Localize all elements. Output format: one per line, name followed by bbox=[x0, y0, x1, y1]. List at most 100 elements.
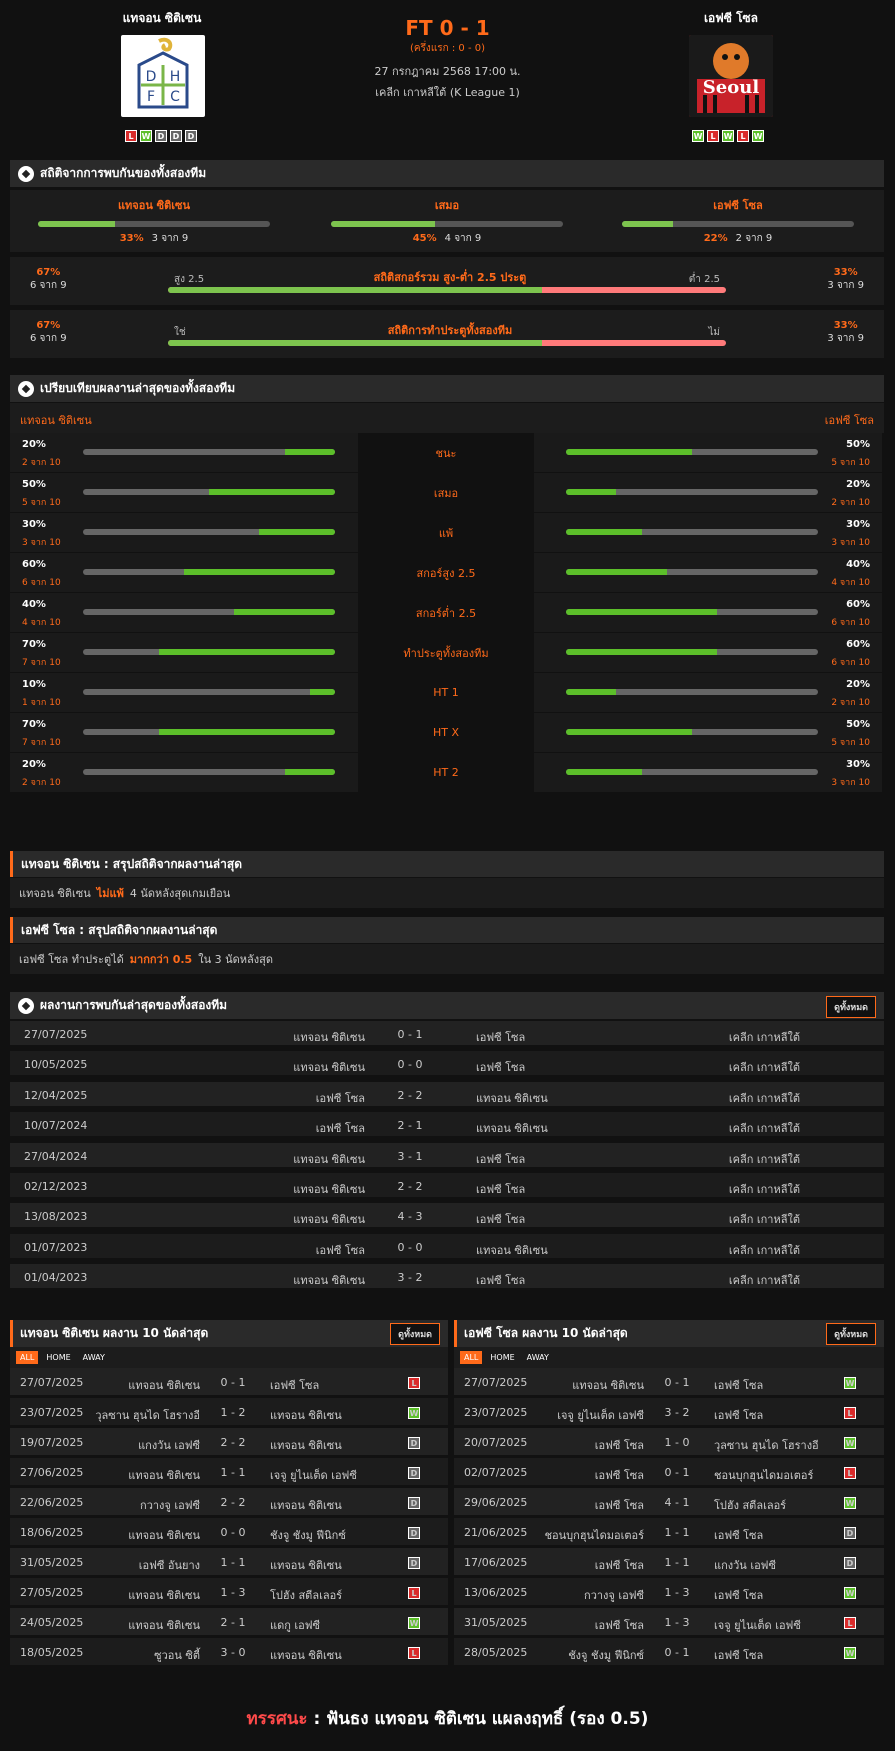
home-team[interactable]: แทจอน ซิติเซน bbox=[293, 1061, 365, 1075]
list-item[interactable]: 27/07/2025 แทจอน ซิติเซน 0 - 1 เอฟซี โซล L bbox=[10, 1368, 448, 1398]
list-item[interactable]: 21/06/2025 ชอนบุกฮุนไดมอเตอร์ 1 - 1 เอฟซี โ… bbox=[454, 1518, 884, 1548]
league-name[interactable]: เคลีก เกาหลีใต้ (K League 1) bbox=[375, 86, 520, 99]
away-team[interactable]: โปฮัง สตีลเลอร์ bbox=[714, 1499, 787, 1512]
list-item[interactable]: 27/07/2025 แทจอน ซิติเซน 0 - 1 เอฟซี โซล W bbox=[454, 1368, 884, 1398]
away-team[interactable]: เจจู ยูไนเต็ด เอฟซี bbox=[270, 1469, 357, 1482]
list-item[interactable]: 31/05/2025 เอฟซี โซล 1 - 3 เจจู ยูไนเต็ด เอ… bbox=[454, 1608, 884, 1638]
home-team[interactable]: กวางจู เอฟซี bbox=[140, 1499, 200, 1512]
home-team[interactable]: เจจู ยูไนเต็ด เอฟซี bbox=[557, 1409, 644, 1422]
home-team[interactable]: แทจอน ซิติเซน bbox=[293, 1183, 365, 1196]
table-row[interactable]: 10/05/2025 แทจอน ซิติเซน 0 - 0 เอฟซี โซล เคล… bbox=[10, 1051, 884, 1079]
home-team[interactable]: แทจอน ซิติเซน bbox=[293, 1152, 365, 1166]
tab-all[interactable]: ALL bbox=[16, 1351, 39, 1364]
away-team[interactable]: เอฟซี โซล bbox=[476, 1152, 526, 1166]
away-team[interactable]: แทจอน ซิติเซน bbox=[476, 1122, 548, 1136]
home-team[interactable]: ซูวอน ซิตี้ bbox=[154, 1649, 200, 1662]
home-team[interactable]: เอฟซี โซล bbox=[594, 1499, 644, 1512]
home-team[interactable]: ชังจู ชังมู ฟีนิกซ์ bbox=[568, 1649, 644, 1662]
list-item[interactable]: 22/06/2025 กวางจู เอฟซี 2 - 2 แทจอน ซิติเซน… bbox=[10, 1488, 448, 1518]
list-item[interactable]: 28/05/2025 ชังจู ชังมู ฟีนิกซ์ 0 - 1 เอฟซี … bbox=[454, 1638, 884, 1668]
home-team[interactable]: เอฟซี โซล bbox=[315, 1091, 365, 1105]
home-team-logo[interactable]: D H F C bbox=[121, 35, 205, 117]
table-row[interactable]: 10/07/2024 เอฟซี โซล 2 - 1 แทจอน ซิติเซน เคล… bbox=[10, 1112, 884, 1140]
away-team[interactable]: แกงวัน เอฟซี bbox=[714, 1559, 776, 1572]
list-item[interactable]: 18/06/2025 แทจอน ซิติเซน 0 - 0 ชังจู ชังมู … bbox=[10, 1518, 448, 1548]
home-team[interactable]: กวางจู เอฟซี bbox=[584, 1589, 644, 1602]
away-team[interactable]: แทจอน ซิติเซน bbox=[476, 1091, 548, 1105]
home-team[interactable]: แทจอน ซิติเซน bbox=[572, 1379, 644, 1392]
list-item[interactable]: 18/05/2025 ซูวอน ซิตี้ 3 - 0 แทจอน ซิติเซน L bbox=[10, 1638, 448, 1668]
home-team[interactable]: แทจอน ซิติเซน bbox=[128, 1379, 200, 1392]
away-team-name[interactable]: เอฟซี โซล bbox=[703, 11, 759, 25]
away-team[interactable]: เอฟซี โซล bbox=[476, 1183, 526, 1196]
away-team[interactable]: เอฟซี โซล bbox=[476, 1213, 526, 1227]
away-team[interactable]: แทจอน ซิติเซน bbox=[270, 1409, 342, 1422]
away-team[interactable]: เอฟซี โซล bbox=[714, 1589, 764, 1602]
home-team[interactable]: ชอนบุกฮุนไดมอเตอร์ bbox=[544, 1529, 644, 1542]
tab-away[interactable]: AWAY bbox=[526, 1353, 549, 1362]
away-team[interactable]: ชังจู ชังมู ฟีนิกซ์ bbox=[270, 1529, 346, 1542]
list-item[interactable]: 31/05/2025 เอฟซี อันยาง 1 - 1 แทจอน ซิติเซน… bbox=[10, 1548, 448, 1578]
away-team[interactable]: แทจอน ซิติเซน bbox=[270, 1559, 342, 1572]
away-team[interactable]: โปฮัง สตีลเลอร์ bbox=[270, 1589, 343, 1602]
home-team-name[interactable]: แทจอน ซิติเซน bbox=[122, 11, 202, 25]
see-all-button[interactable]: ดูทั้งหมด bbox=[390, 1323, 440, 1345]
home-team[interactable]: แทจอน ซิติเซน bbox=[128, 1619, 200, 1632]
home-team[interactable]: เอฟซี โซล bbox=[594, 1469, 644, 1482]
list-item[interactable]: 13/06/2025 กวางจู เอฟซี 1 - 3 เอฟซี โซล W bbox=[454, 1578, 884, 1608]
table-row[interactable]: 27/04/2024 แทจอน ซิติเซน 3 - 1 เอฟซี โซล เคล… bbox=[10, 1142, 884, 1170]
away-team[interactable]: เอฟซี โซล bbox=[476, 1031, 526, 1044]
see-all-button[interactable]: ดูทั้งหมด bbox=[826, 996, 876, 1018]
home-team[interactable]: แทจอน ซิติเซน bbox=[293, 1213, 365, 1227]
table-row[interactable]: 27/07/2025 แทจอน ซิติเซน 0 - 1 เอฟซี โซล เคล… bbox=[10, 1021, 884, 1048]
list-item[interactable]: 23/07/2025 เจจู ยูไนเต็ด เอฟซี 3 - 2 เอฟซี … bbox=[454, 1398, 884, 1428]
away-team-logo[interactable]: Seoul bbox=[689, 35, 773, 117]
away-team[interactable]: เอฟซี โซล bbox=[714, 1649, 764, 1662]
away-team[interactable]: แทจอน ซิติเซน bbox=[270, 1439, 342, 1452]
list-item[interactable]: 17/06/2025 เอฟซี โซล 1 - 1 แกงวัน เอฟซี D bbox=[454, 1548, 884, 1578]
away-team[interactable]: แทจอน ซิติเซน bbox=[270, 1649, 342, 1662]
home-team[interactable]: เอฟซี โซล bbox=[315, 1122, 365, 1136]
home-team[interactable]: เอฟซี โซล bbox=[594, 1559, 644, 1572]
away-team[interactable]: เอฟซี โซล bbox=[714, 1409, 764, 1422]
home-team[interactable]: เอฟซี โซล bbox=[594, 1619, 644, 1632]
away-team[interactable]: ชอนบุกฮุนไดมอเตอร์ bbox=[714, 1469, 814, 1482]
home-team[interactable]: แทจอน ซิติเซน bbox=[128, 1529, 200, 1542]
list-item[interactable]: 29/06/2025 เอฟซี โซล 4 - 1 โปฮัง สตีลเลอร์ W bbox=[454, 1488, 884, 1518]
tab-home[interactable]: HOME bbox=[46, 1353, 71, 1362]
away-team[interactable]: เอฟซี โซล bbox=[476, 1061, 526, 1075]
table-row[interactable]: 13/08/2023 แทจอน ซิติเซน 4 - 3 เอฟซี โซล เคล… bbox=[10, 1203, 884, 1231]
home-team[interactable]: แทจอน ซิติเซน bbox=[293, 1031, 365, 1044]
away-team[interactable]: แทจอน ซิติเซน bbox=[270, 1499, 342, 1512]
tab-home[interactable]: HOME bbox=[490, 1353, 515, 1362]
home-team[interactable]: แทจอน ซิติเซน bbox=[293, 1274, 365, 1288]
table-row[interactable]: 01/04/2023 แทจอน ซิติเซน 3 - 2 เอฟซี โซล เคล… bbox=[10, 1264, 884, 1292]
home-team[interactable]: แทจอน ซิติเซน bbox=[128, 1469, 200, 1482]
list-item[interactable]: 24/05/2025 แทจอน ซิติเซน 2 - 1 แดกู เอฟซี W bbox=[10, 1608, 448, 1638]
home-team[interactable]: เอฟซี โซล bbox=[315, 1243, 365, 1257]
list-item[interactable]: 23/07/2025 วุลซาน ฮุนได โฮรางอี 1 - 2 แทจอน… bbox=[10, 1398, 448, 1428]
tab-away[interactable]: AWAY bbox=[82, 1353, 105, 1362]
list-item[interactable]: 20/07/2025 เอฟซี โซล 1 - 0 วุลซาน ฮุนได โฮร… bbox=[454, 1428, 884, 1458]
away-team[interactable]: เอฟซี โซล bbox=[714, 1529, 764, 1542]
away-team[interactable]: เอฟซี โซล bbox=[476, 1274, 526, 1288]
home-team[interactable]: เอฟซี อันยาง bbox=[138, 1559, 200, 1572]
home-team[interactable]: วุลซาน ฮุนได โฮรางอี bbox=[95, 1409, 200, 1422]
away-team[interactable]: วุลซาน ฮุนได โฮรางอี bbox=[714, 1439, 819, 1452]
away-team[interactable]: เอฟซี โซล bbox=[270, 1379, 320, 1392]
table-row[interactable]: 01/07/2023 เอฟซี โซล 0 - 0 แทจอน ซิติเซน เคล… bbox=[10, 1233, 884, 1261]
see-all-button[interactable]: ดูทั้งหมด bbox=[826, 1323, 876, 1345]
list-item[interactable]: 27/05/2025 แทจอน ซิติเซน 1 - 3 โปฮัง สตีลเล… bbox=[10, 1578, 448, 1608]
away-team[interactable]: เจจู ยูไนเต็ด เอฟซี bbox=[714, 1619, 801, 1632]
list-item[interactable]: 19/07/2025 แกงวัน เอฟซี 2 - 2 แทจอน ซิติเซน… bbox=[10, 1428, 448, 1458]
away-team[interactable]: แทจอน ซิติเซน bbox=[476, 1243, 548, 1257]
list-item[interactable]: 02/07/2025 เอฟซี โซล 0 - 1 ชอนบุกฮุนไดมอเตอ… bbox=[454, 1458, 884, 1488]
home-team[interactable]: เอฟซี โซล bbox=[594, 1439, 644, 1452]
home-team[interactable]: แกงวัน เอฟซี bbox=[138, 1439, 200, 1452]
list-item[interactable]: 27/06/2025 แทจอน ซิติเซน 1 - 1 เจจู ยูไนเต็… bbox=[10, 1458, 448, 1488]
table-row[interactable]: 02/12/2023 แทจอน ซิติเซน 2 - 2 เอฟซี โซล เคล… bbox=[10, 1173, 884, 1200]
home-team[interactable]: แทจอน ซิติเซน bbox=[128, 1589, 200, 1602]
away-team[interactable]: เอฟซี โซล bbox=[714, 1379, 764, 1392]
tab-all[interactable]: ALL bbox=[460, 1351, 483, 1364]
table-row[interactable]: 12/04/2025 เอฟซี โซล 2 - 2 แทจอน ซิติเซน เคล… bbox=[10, 1081, 884, 1109]
